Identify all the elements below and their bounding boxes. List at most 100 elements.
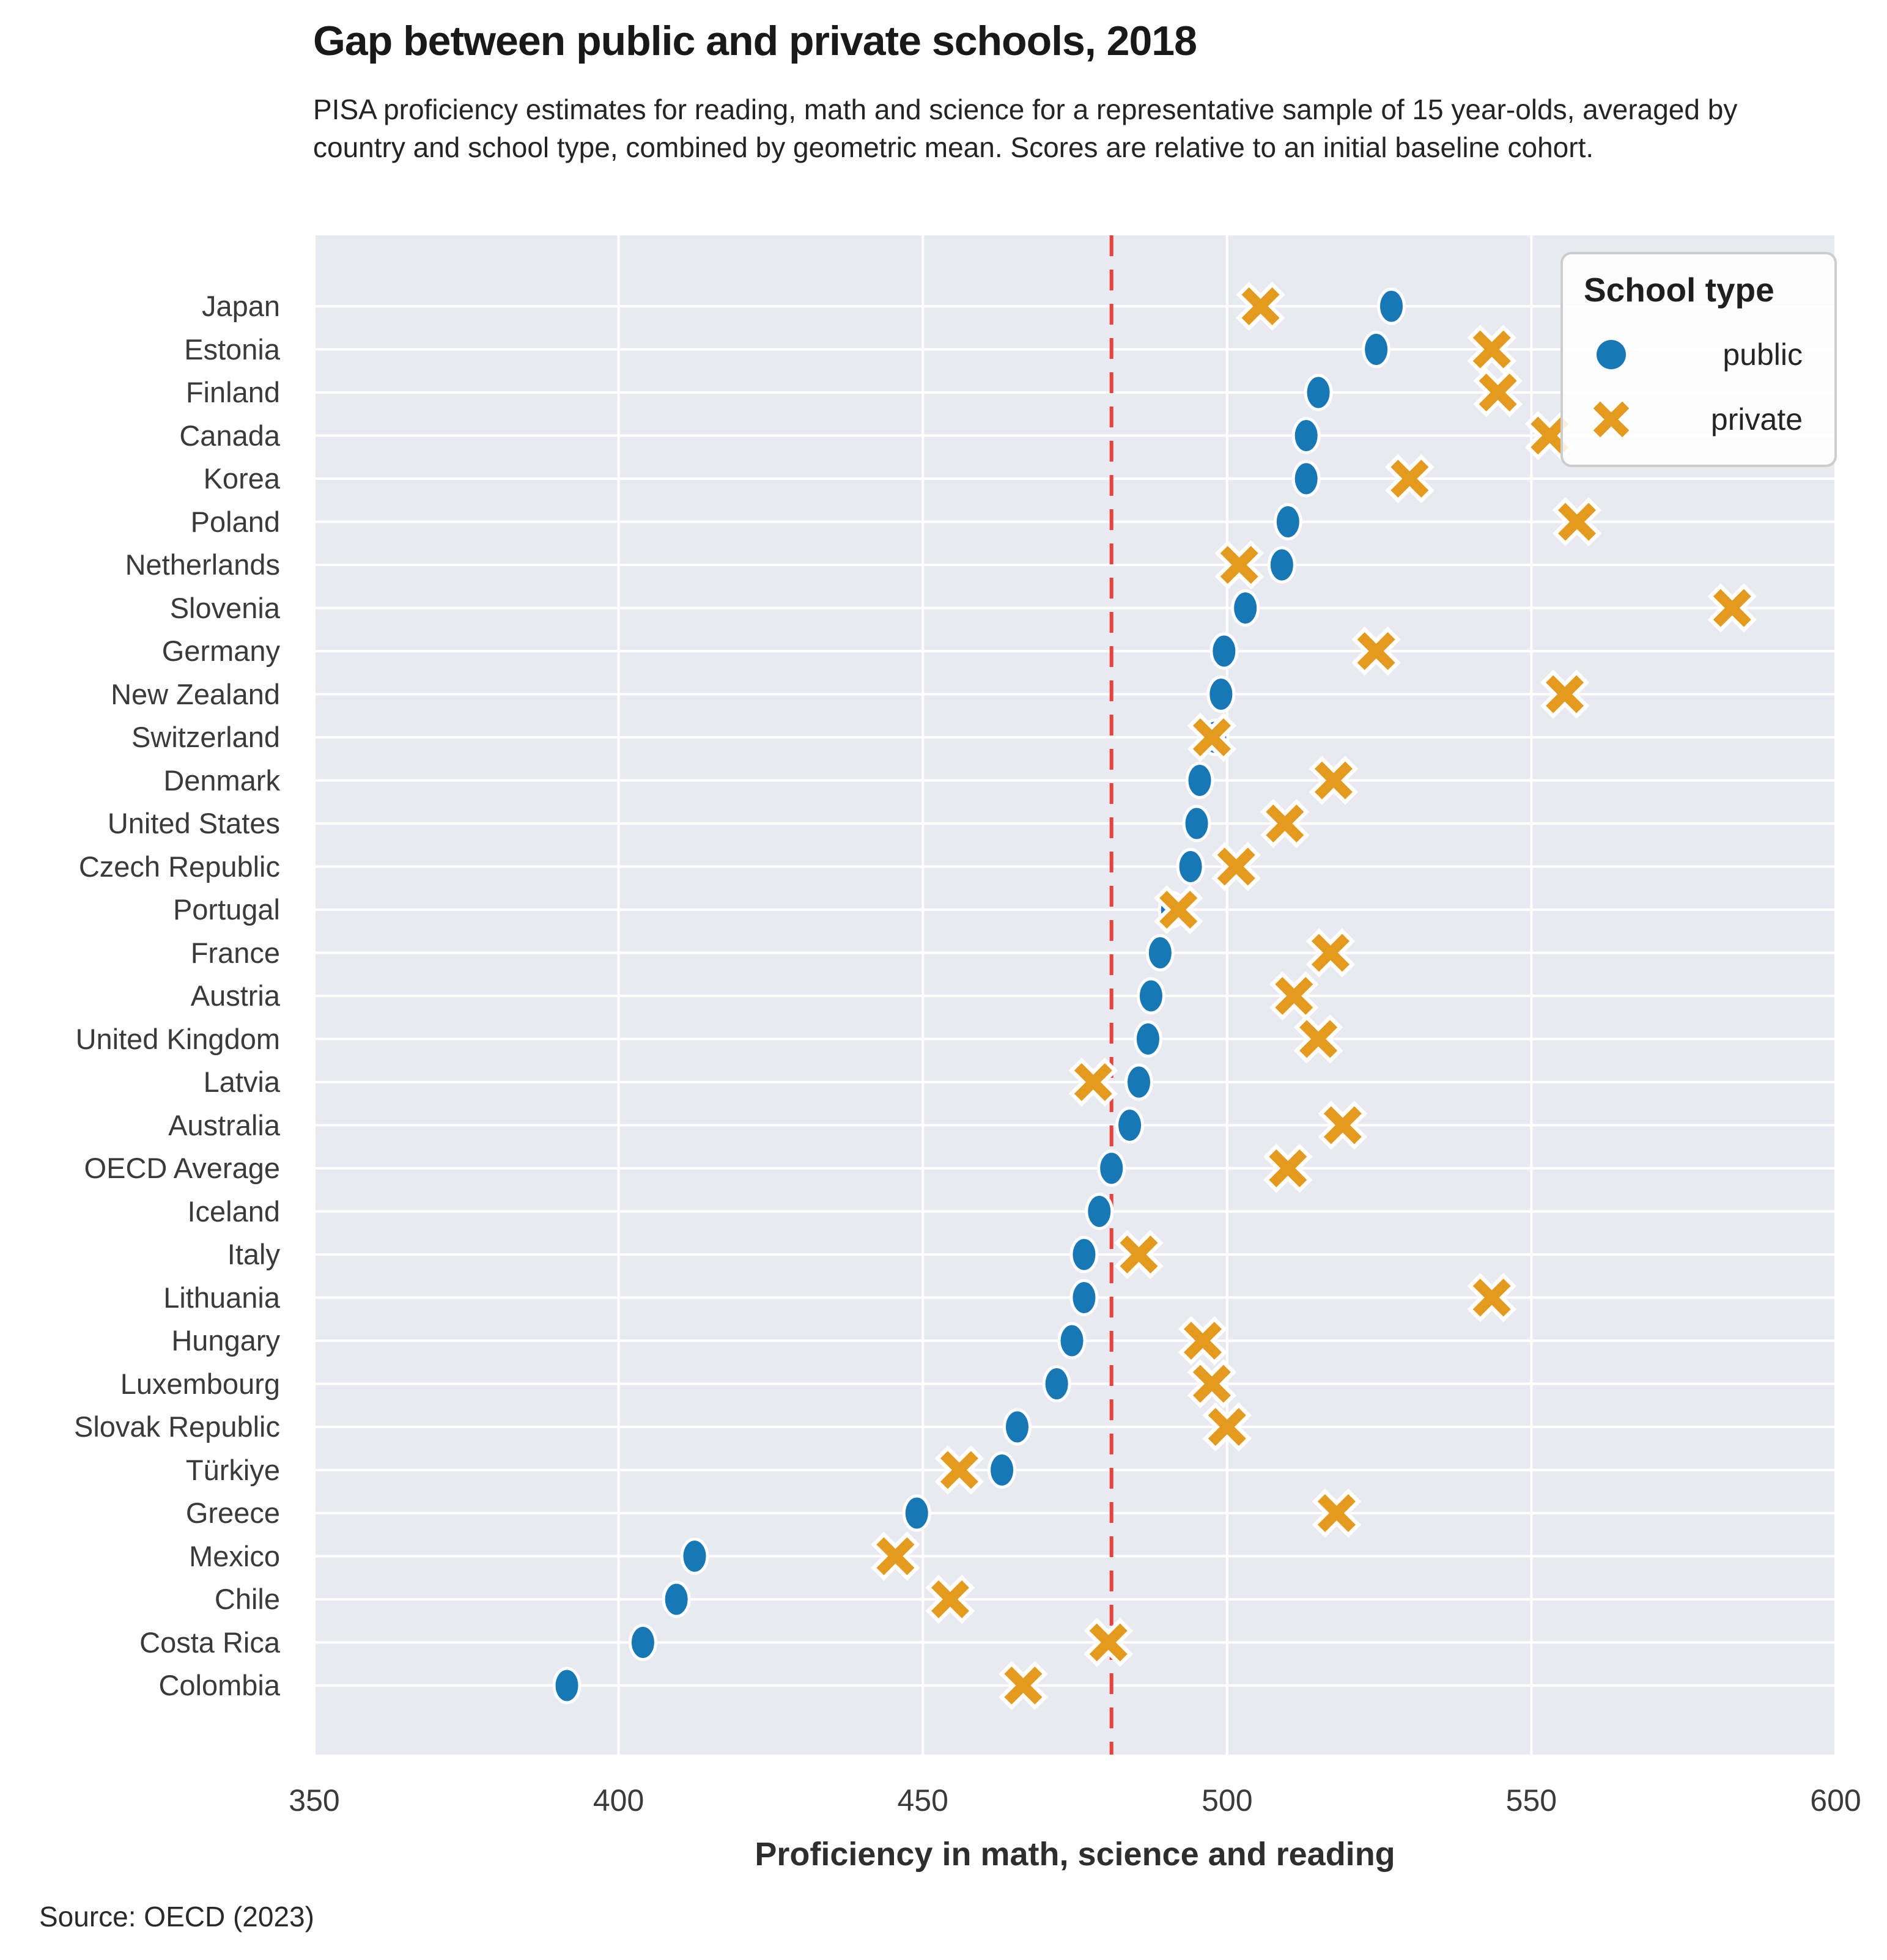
country-label: Germany: [161, 635, 280, 667]
public-marker: [628, 1624, 657, 1661]
country-label: Czech Republic: [78, 850, 280, 883]
public-marker: [1176, 848, 1205, 885]
country-label: Lithuania: [163, 1281, 280, 1314]
public-marker: [1115, 1107, 1145, 1144]
private-marker: [1357, 632, 1395, 671]
country-label: Luxembourg: [120, 1367, 280, 1400]
country-label: Italy: [227, 1238, 280, 1270]
y-axis-labels: Japan Estonia Finland Canada Korea Poland Neth…: [0, 0, 297, 1960]
public-marker: [1097, 1149, 1126, 1187]
country-label: Poland: [190, 505, 280, 538]
public-marker: [1124, 1063, 1153, 1101]
country-label: Switzerland: [131, 721, 280, 753]
country-label: Austria: [190, 979, 280, 1012]
x-tick-label: 350: [289, 1783, 340, 1818]
private-marker: [1208, 1407, 1246, 1446]
public-marker: [1231, 589, 1260, 627]
private-marker: [940, 1451, 978, 1489]
private-marker: [1531, 416, 1569, 455]
country-label: Chile: [214, 1583, 280, 1615]
country-label: Korea: [203, 462, 280, 495]
legend-title: School type: [1584, 271, 1774, 309]
country-label: Finland: [185, 376, 280, 408]
public-marker-icon: [1584, 335, 1639, 374]
source-note: Source: OECD (2023): [39, 1901, 314, 1932]
private-marker: [1472, 1278, 1511, 1317]
public-marker: [1206, 676, 1236, 713]
country-label: France: [190, 936, 280, 969]
public-marker: [1267, 546, 1296, 584]
country-label: Türkiye: [185, 1453, 280, 1486]
x-tick-label: 400: [593, 1783, 644, 1818]
country-label: Slovenia: [169, 591, 280, 624]
country-label: Denmark: [163, 764, 280, 797]
country-label: New Zealand: [111, 677, 280, 710]
private-marker: [1479, 373, 1517, 412]
public-marker: [1304, 374, 1333, 411]
legend-item-public: public: [1584, 335, 1814, 374]
chart-title: Gap between public and private schools, …: [313, 18, 1197, 64]
private-marker: [1266, 804, 1304, 843]
country-label: Slovak Republic: [73, 1410, 280, 1443]
public-marker: [1069, 1236, 1099, 1273]
public-marker: [1291, 417, 1321, 454]
private-marker: [1713, 589, 1751, 627]
public-marker: [1002, 1408, 1032, 1446]
country-label: Netherlands: [125, 548, 280, 581]
plot-area: [314, 235, 1836, 1755]
private-marker: [1269, 1149, 1307, 1188]
private-marker: [1299, 1020, 1338, 1058]
country-label: Portugal: [172, 893, 280, 926]
public-marker: [1085, 1193, 1114, 1230]
public-marker: [680, 1538, 709, 1575]
public-marker: [552, 1667, 582, 1704]
public-marker: [1069, 1279, 1099, 1316]
private-marker: [1323, 1106, 1362, 1144]
legend-item-private: private: [1584, 400, 1814, 439]
country-label: Estonia: [184, 333, 280, 366]
country-label: Iceland: [187, 1195, 280, 1228]
public-marker: [1182, 805, 1211, 842]
x-tick-label: 600: [1810, 1783, 1861, 1818]
country-label: Japan: [201, 290, 280, 322]
private-marker: [1120, 1235, 1158, 1274]
private-marker: [1472, 330, 1511, 369]
public-marker: [1145, 934, 1175, 971]
legend-label-public: public: [1723, 337, 1803, 372]
country-label: United States: [107, 807, 280, 839]
private-marker: [1546, 675, 1584, 713]
private-marker: [1074, 1063, 1112, 1102]
private-marker: [1192, 718, 1231, 757]
public-marker: [1377, 287, 1406, 325]
country-label: OECD Average: [84, 1152, 280, 1184]
private-marker: [1159, 890, 1198, 929]
private-marker-icon: [1584, 400, 1639, 439]
country-label: Australia: [168, 1108, 280, 1141]
private-marker: [1192, 1365, 1231, 1403]
x-tick-label: 500: [1202, 1783, 1253, 1818]
country-label: Greece: [185, 1497, 280, 1529]
private-marker: [1004, 1666, 1043, 1705]
country-label: Costa Rica: [139, 1626, 280, 1659]
x-tick-label: 550: [1505, 1783, 1557, 1818]
country-label: Latvia: [203, 1066, 280, 1098]
x-axis-title: Proficiency in math, science and reading: [755, 1836, 1395, 1873]
private-marker: [1390, 459, 1429, 498]
private-marker: [1217, 847, 1255, 886]
country-label: Mexico: [189, 1539, 280, 1572]
country-label: Canada: [179, 419, 280, 452]
country-label: Colombia: [158, 1669, 280, 1701]
country-label: United Kingdom: [75, 1022, 280, 1055]
x-tick-label: 450: [897, 1783, 948, 1818]
public-marker: [1185, 762, 1214, 799]
private-marker: [931, 1580, 970, 1619]
public-marker: [988, 1451, 1017, 1489]
country-label: Hungary: [171, 1324, 280, 1357]
private-marker: [1314, 761, 1353, 800]
legend: School type public private: [1560, 252, 1837, 467]
private-marker: [876, 1537, 915, 1575]
public-marker: [1057, 1322, 1087, 1360]
private-marker: [1241, 287, 1280, 326]
public-marker: [1273, 503, 1302, 540]
